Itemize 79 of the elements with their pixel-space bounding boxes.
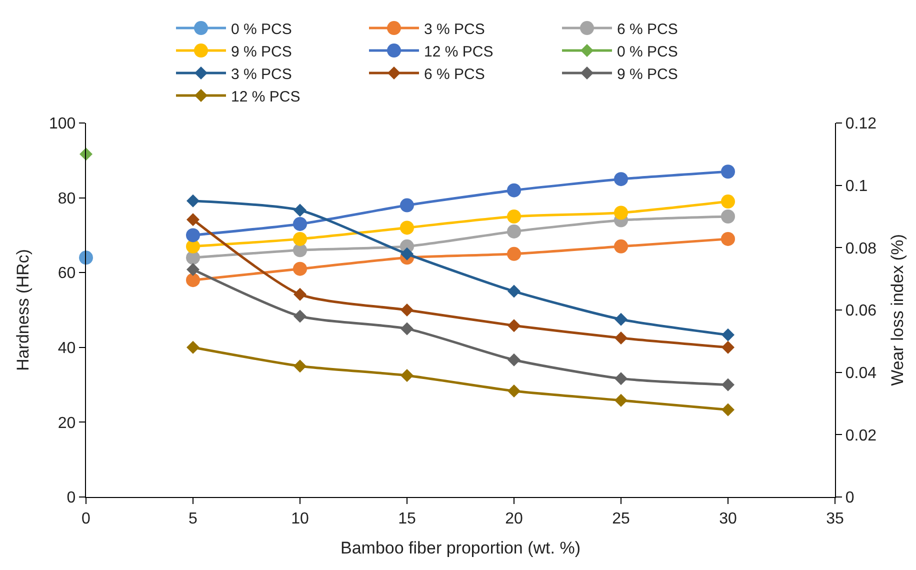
x-tick-label: 25: [612, 510, 630, 528]
y-tick-label: 100: [48, 116, 76, 133]
x-tick-label: 0: [82, 510, 91, 528]
point: [508, 353, 520, 366]
point: [721, 194, 735, 209]
point: [294, 310, 306, 323]
y2-tick-label: 0.02: [845, 427, 877, 444]
point: [721, 210, 735, 224]
legend-label: 0 % PCS: [231, 20, 292, 38]
y2-tick-label: 0.04: [845, 364, 877, 382]
point: [507, 183, 521, 198]
legend-label: 12 % PCS: [424, 43, 494, 60]
point: [722, 378, 734, 392]
point: [293, 216, 307, 231]
point: [400, 304, 414, 316]
point: [294, 288, 306, 301]
legend-label: 0 % PCS: [617, 43, 678, 60]
point: [294, 204, 306, 217]
point: [186, 262, 200, 276]
y-tick-label: 40: [58, 340, 76, 357]
legend-label: 3 % PCS: [231, 66, 292, 83]
point: [400, 322, 414, 336]
y2-tick-label: 0.1: [845, 178, 868, 195]
point: [722, 403, 734, 416]
point: [79, 250, 93, 265]
point: [400, 247, 414, 260]
point: [508, 284, 520, 298]
point: [186, 273, 200, 288]
point: [186, 213, 200, 226]
x-tick-label: 15: [398, 510, 416, 528]
y2-tick-label: 0.06: [845, 302, 877, 320]
point: [722, 328, 734, 342]
point: [507, 210, 521, 224]
point: [721, 164, 735, 179]
legend-label: 9 % PCS: [231, 43, 292, 60]
legend-label: 6 % PCS: [617, 20, 678, 38]
y2-axis-title: Wear loss index (%): [888, 234, 907, 386]
point: [614, 206, 628, 220]
y-tick-label: 20: [58, 414, 76, 432]
point: [614, 312, 628, 326]
point: [293, 232, 307, 246]
y-tick-label: 0: [66, 490, 76, 507]
point: [614, 239, 628, 254]
point: [507, 246, 521, 261]
point: [508, 319, 520, 332]
y2-tick-label: 0.08: [845, 240, 877, 258]
point: [614, 172, 628, 186]
legend-label: 6 % PCS: [424, 66, 485, 83]
point: [721, 232, 735, 246]
point: [80, 148, 92, 161]
x-tick-label: 10: [291, 510, 309, 528]
y2-tick-label: 0: [845, 490, 854, 507]
point: [294, 360, 306, 373]
point: [722, 340, 734, 354]
point: [400, 220, 414, 235]
point: [614, 332, 628, 345]
y-axis-title: Hardness (HRc): [13, 249, 32, 371]
point: [614, 394, 628, 407]
point: [186, 340, 200, 354]
y2-tick-label: 0.12: [845, 116, 877, 133]
point: [614, 372, 628, 386]
y-tick-label: 60: [58, 265, 76, 282]
point: [186, 239, 200, 254]
point: [400, 198, 414, 212]
x-tick-label: 35: [826, 510, 844, 528]
y-tick-label: 80: [58, 190, 76, 208]
x-tick-label: 20: [505, 510, 523, 528]
legend-label: 9 % PCS: [617, 66, 678, 83]
x-tick-label: 30: [719, 510, 737, 528]
x-axis-title: Bamboo fiber proportion (wt. %): [340, 538, 580, 558]
legend-label: 12 % PCS: [231, 88, 300, 106]
x-tick-label: 5: [188, 510, 198, 528]
point: [293, 262, 307, 276]
point: [508, 384, 520, 398]
point: [507, 224, 521, 238]
point: [186, 228, 200, 242]
point: [186, 194, 200, 208]
point: [400, 368, 414, 382]
legend-label: 3 % PCS: [424, 20, 485, 38]
